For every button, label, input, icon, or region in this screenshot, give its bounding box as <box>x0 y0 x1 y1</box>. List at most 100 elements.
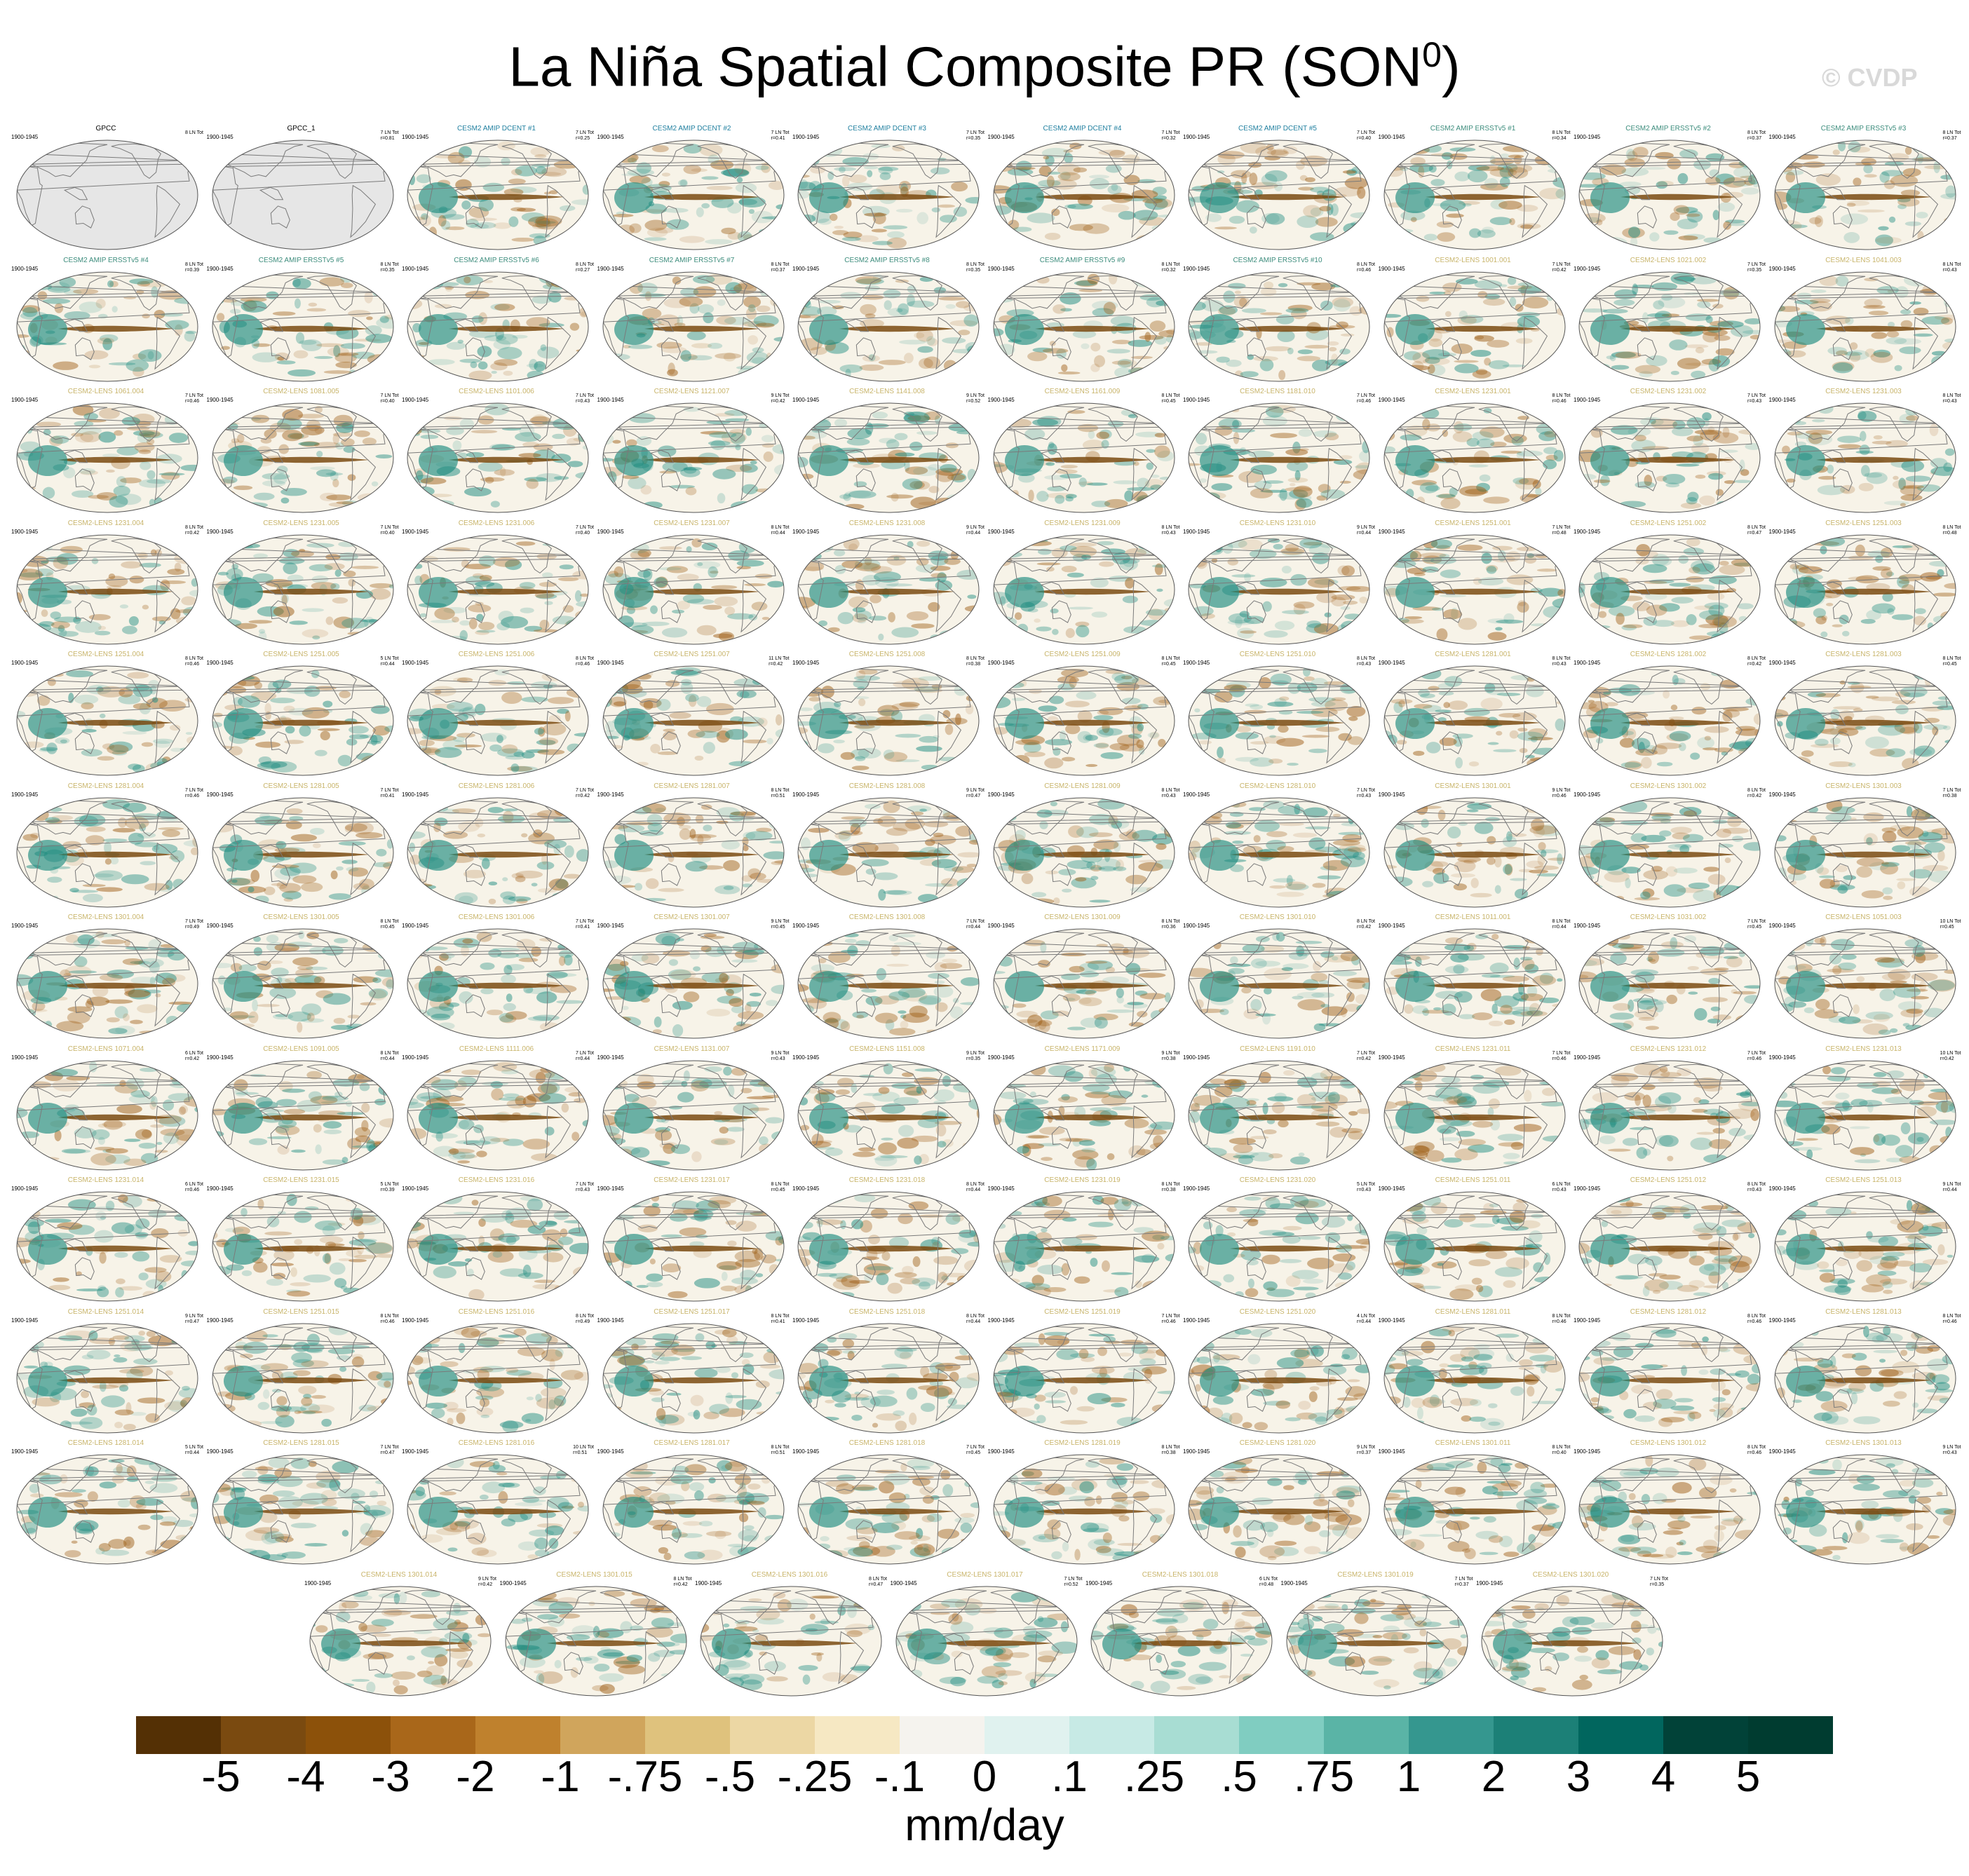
dry-anomaly <box>325 616 333 625</box>
wet-anomaly <box>459 620 471 625</box>
dry-anomaly <box>1913 616 1926 625</box>
dry-anomaly <box>957 851 979 857</box>
dry-anomaly <box>1116 734 1140 747</box>
dry-anomaly <box>1506 573 1533 585</box>
dry-anomaly <box>109 280 119 287</box>
wet-anomaly <box>1281 609 1309 614</box>
wet-anomaly <box>532 295 552 304</box>
dry-anomaly <box>1651 419 1678 430</box>
wet-anomaly <box>1296 710 1324 714</box>
map-svg <box>797 534 980 644</box>
dry-anomaly <box>1895 878 1916 881</box>
panel-stat: 7 LN Tot r=0.46 <box>1357 393 1375 404</box>
wet-anomaly <box>311 634 320 639</box>
dry-anomaly <box>958 329 970 335</box>
dry-anomaly <box>1508 218 1515 226</box>
map-panel: CESM2-LENS 1281.003 1900-1945 8 LN Tot r=0… <box>1766 651 1961 780</box>
coastline <box>407 426 582 489</box>
wet-anomaly <box>42 298 71 304</box>
dry-anomaly <box>1097 710 1109 715</box>
wet-anomaly <box>371 481 378 487</box>
dry-anomaly <box>1850 147 1870 153</box>
wet-anomaly <box>229 308 241 314</box>
coastline <box>1189 426 1363 489</box>
map-panel: CESM2-LENS 1251.006 1900-1945 8 LN Tot r=0… <box>399 651 594 780</box>
dry-anomaly <box>1835 350 1848 355</box>
dry-anomaly <box>1316 495 1327 501</box>
coastline <box>1442 337 1462 360</box>
panel-stat: 7 LN Tot r=0.25 <box>576 130 594 141</box>
map-svg <box>602 402 784 513</box>
map-svg <box>212 534 393 644</box>
coastline <box>1832 468 1853 491</box>
dry-anomaly <box>1685 362 1712 366</box>
dry-anomaly <box>526 478 539 489</box>
dry-anomaly <box>609 696 627 707</box>
wet-anomaly <box>502 876 508 881</box>
dry-anomaly <box>1270 433 1298 439</box>
maritime-wet-anomaly <box>419 576 458 608</box>
dry-anomaly <box>1189 625 1205 630</box>
wet-anomaly <box>721 839 740 850</box>
dry-anomaly <box>642 308 661 319</box>
wet-anomaly <box>1023 742 1041 753</box>
coastline <box>545 316 571 370</box>
coastline <box>1774 689 1949 752</box>
dry-anomaly <box>742 739 767 744</box>
coastline <box>465 862 485 886</box>
coastline <box>1130 447 1157 501</box>
dry-anomaly <box>1480 698 1503 711</box>
wet-anomaly <box>945 304 956 309</box>
wet-anomaly <box>1930 458 1947 468</box>
map-panel: CESM2 AMIP ERSSTv5 #10 1900-1945 8 LN Tot … <box>1180 257 1375 386</box>
wet-anomaly <box>1126 487 1154 491</box>
dry-anomaly <box>88 494 109 499</box>
wet-anomaly <box>933 735 940 738</box>
wet-anomaly <box>672 461 693 471</box>
panel-period: 1900-1945 <box>11 397 39 403</box>
wet-anomaly <box>570 891 579 896</box>
dry-anomaly <box>344 825 353 833</box>
dry-anomaly <box>1277 845 1294 852</box>
wet-anomaly <box>407 497 415 501</box>
dry-anomaly <box>1929 423 1938 437</box>
coastline <box>17 163 191 226</box>
dry-anomaly <box>834 226 844 229</box>
wet-anomaly <box>1658 829 1672 837</box>
maritime-wet-anomaly <box>809 445 848 476</box>
wet-anomaly <box>1549 493 1565 503</box>
dry-anomaly <box>334 353 357 362</box>
coastline <box>892 669 942 705</box>
wet-anomaly <box>644 203 667 215</box>
wet-anomaly <box>887 307 909 316</box>
dry-anomaly <box>1710 621 1725 627</box>
dry-anomaly <box>1038 165 1052 177</box>
equatorial-dry-tongue <box>449 588 564 594</box>
wet-anomaly <box>1708 473 1724 480</box>
dry-anomaly <box>1331 596 1346 606</box>
wet-anomaly <box>1308 836 1326 850</box>
dry-anomaly <box>1825 602 1833 606</box>
dry-anomaly <box>1856 857 1884 866</box>
wet-anomaly <box>1458 821 1468 826</box>
panel-title: CESM2 AMIP ERSSTv5 #5 <box>258 256 344 264</box>
dry-anomaly <box>1528 869 1548 874</box>
dry-anomaly <box>1304 344 1330 348</box>
dry-anomaly <box>1596 536 1607 548</box>
wet-anomaly <box>1936 705 1956 710</box>
dry-anomaly <box>1686 213 1700 217</box>
coastline <box>1088 538 1138 573</box>
wet-anomaly <box>1189 885 1207 895</box>
dry-anomaly <box>1189 840 1201 852</box>
wet-anomaly <box>1885 337 1907 344</box>
wet-anomaly <box>755 165 769 170</box>
dry-anomaly <box>1060 465 1078 469</box>
map-border <box>1188 665 1370 776</box>
map-panel: CESM2-LENS 1281.004 1900-1945 7 LN Tot r=0… <box>8 782 203 912</box>
wet-anomaly <box>886 439 900 449</box>
coastline <box>1051 731 1071 754</box>
wet-anomaly <box>811 210 831 224</box>
wet-anomaly <box>696 695 711 707</box>
map-svg <box>1188 402 1370 513</box>
map-svg <box>1383 665 1565 776</box>
